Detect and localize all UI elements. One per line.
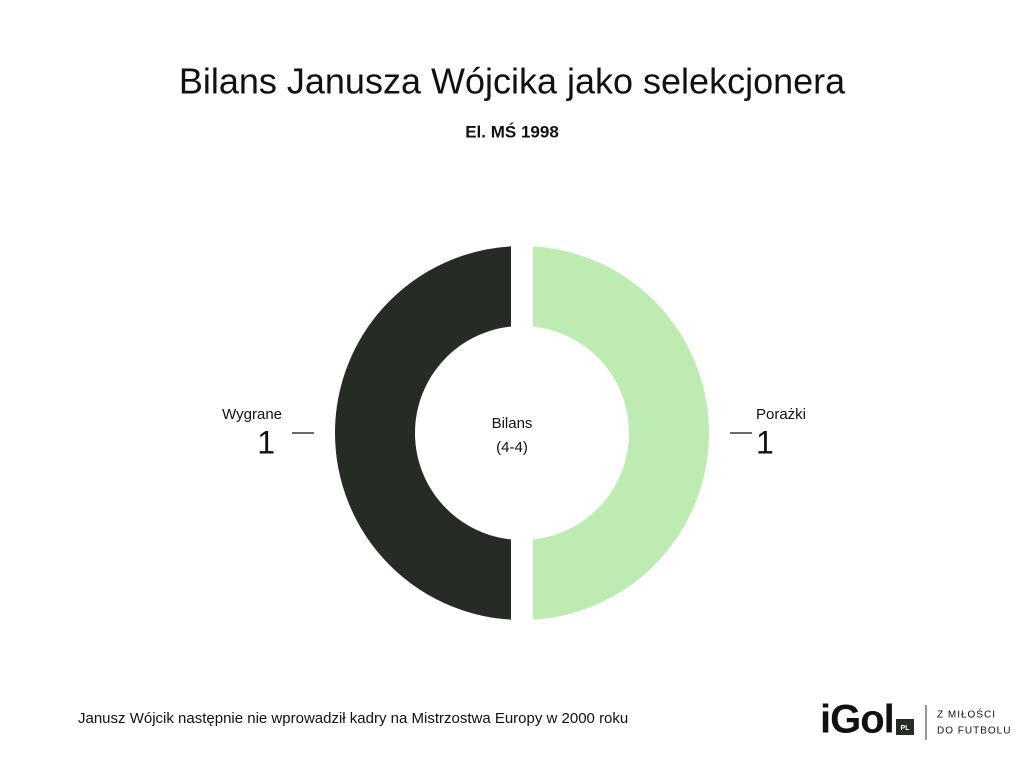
slice-label: Porażki (756, 406, 806, 423)
chart-title: Bilans Janusza Wójcika jako selekcjonera (179, 61, 846, 102)
donut-slice (511, 223, 731, 643)
slice-value: 1 (257, 424, 275, 460)
logo: iGol PL Z MIŁOŚCI DO FUTBOLU (820, 698, 1011, 742)
chart-subtitle: El. MŚ 1998 (465, 122, 559, 141)
logo-badge (896, 719, 914, 735)
footnote: Janusz Wójcik następnie nie wprowadził k… (78, 710, 628, 727)
slice-label: Wygrane (222, 406, 282, 423)
logo-tagline: DO FUTBOLU (937, 726, 1011, 737)
slice-value: 1 (756, 424, 774, 460)
center-label: (4-4) (496, 439, 528, 456)
logo-tagline: Z MIŁOŚCI (937, 708, 996, 721)
logo-name: iGol (820, 698, 894, 742)
center-label: Bilans (492, 415, 533, 432)
donut-slice (313, 223, 533, 643)
logo-badge-text: PL (901, 725, 911, 732)
